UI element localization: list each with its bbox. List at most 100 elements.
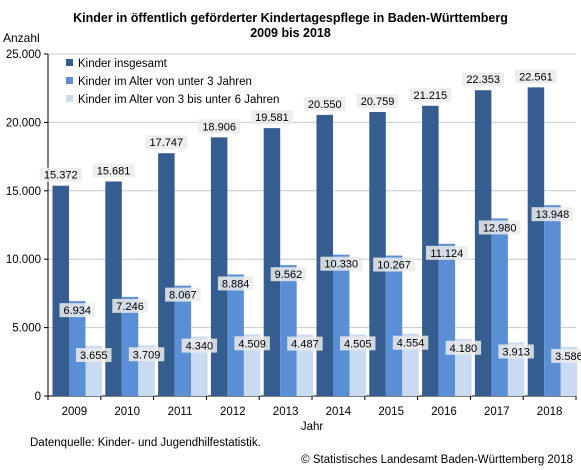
data-label-bg [340,336,376,351]
legend-label: Kinder im Alter von unter 3 Jahren [78,76,252,88]
data-label-bg [251,110,293,125]
data-label-bg [181,338,218,353]
legend-label: Kinder im Alter von 3 bis unter 6 Jahren [78,94,279,106]
legend-label: Kinder insgesamt [78,58,168,70]
legend-swatch [66,95,73,102]
bar [105,181,122,396]
data-label-bg [128,347,165,362]
data-label: 20.759 [361,96,395,108]
data-label-bg [356,94,399,109]
bar [333,254,350,396]
data-label: 22.561 [519,71,553,83]
data-label: 7.246 [116,301,144,313]
data-label-bg [445,340,482,355]
data-label-bg [76,347,112,362]
data-label: 4.487 [291,339,319,351]
data-label: 4.340 [186,341,214,353]
data-label: 20.550 [308,99,342,111]
data-label-bg [270,267,307,282]
data-label-bg [531,207,574,222]
data-label-bg [234,336,270,351]
data-label: 18.906 [202,121,236,133]
data-label: 4.554 [397,338,425,350]
legend-swatch [66,59,73,66]
data-label: 3.709 [133,349,161,361]
x-tick-label: 2010 [114,406,140,418]
data-label: 10.330 [324,259,358,271]
data-label: 3.655 [80,350,108,362]
data-label-bg [425,245,468,260]
legend-swatch [66,77,73,84]
data-label-bg [498,344,534,359]
y-tick-label: 20.000 [6,117,41,129]
x-tick-label: 2012 [220,406,246,418]
y-tick-label: 10.000 [6,254,41,266]
data-label: 8.067 [169,290,197,302]
data-label: 4.180 [450,343,478,355]
bar [385,255,403,396]
data-label: 17.747 [150,137,184,149]
data-label: 9.562 [275,269,303,281]
bar [263,128,281,396]
data-label-bg [373,257,415,272]
data-label: 4.509 [238,338,266,350]
data-label-bg [92,163,135,178]
y-tick-label: 15.000 [6,186,41,198]
data-label-bg [59,303,95,318]
data-label-bg [478,220,521,235]
data-label: 22.353 [466,74,500,86]
data-source-note: Datenquelle: Kinder- und Jugendhilfestat… [30,437,261,449]
chart-subtitle: 2009 bis 2018 [250,26,331,40]
bar [544,205,561,396]
y-tick-label: 25.000 [6,49,41,61]
data-label-bg [145,135,188,150]
bar [121,296,139,396]
x-tick-label: 2013 [273,406,299,418]
data-label: 13.948 [536,209,570,221]
bar [438,243,456,396]
data-label: 15.372 [44,170,78,182]
data-label-bg [462,72,505,87]
x-tick-label: 2018 [537,406,563,418]
data-label: 11.124 [430,248,463,260]
data-label: 15.681 [97,165,131,177]
data-label-bg [112,298,148,313]
bar [227,274,244,396]
data-label-bg [409,87,452,102]
data-label-bg [287,336,323,351]
data-label: 10.267 [377,260,411,272]
x-tick-label: 2015 [378,406,404,418]
data-label-bg [39,167,82,182]
data-label: 3.586 [555,351,581,363]
y-tick-label: 0 [35,391,41,403]
data-label: 4.505 [344,338,372,350]
bar [158,153,175,396]
data-label-bg [303,96,346,111]
data-label-bg [198,119,241,134]
data-label-bg [392,335,429,350]
data-label-bg [217,276,254,291]
bar [527,87,545,397]
chart-title: Kinder in öffentlich geförderter Kindert… [73,11,508,25]
data-label-bg [320,256,363,271]
bar [316,114,333,396]
bar [210,137,228,397]
copyright-note: © Statistisches Landesamt Baden-Württemb… [301,454,573,466]
data-label-bg [165,287,201,302]
y-tick-label: 5.000 [12,323,41,335]
x-axis-label: Jahr [301,421,324,433]
data-label: 8.884 [222,278,250,290]
x-tick-label: 2009 [62,406,88,418]
data-label: 6.934 [63,305,91,317]
data-label: 21.215 [414,90,448,102]
x-tick-label: 2016 [431,406,457,418]
data-label: 19.581 [255,112,289,124]
bar [280,265,297,396]
data-label: 3.913 [502,346,530,358]
x-tick-label: 2011 [168,406,193,418]
bar [491,218,508,396]
bar [52,185,69,396]
y-axis-label: Anzahl [3,31,40,45]
data-label-bg [551,348,581,363]
